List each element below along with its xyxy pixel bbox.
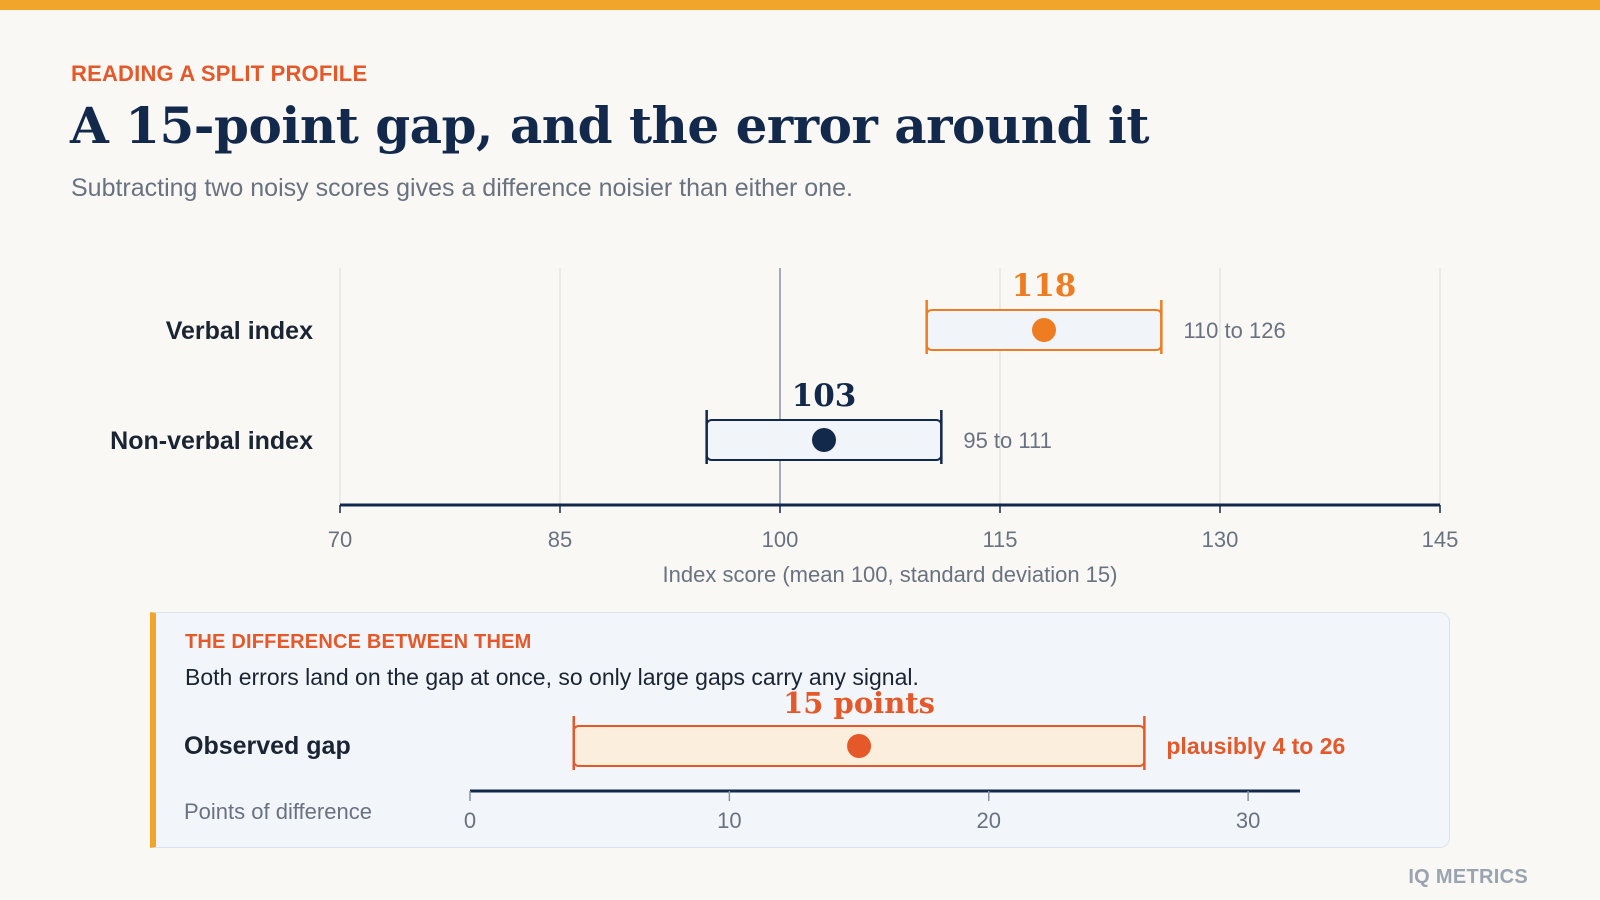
point-estimate xyxy=(812,428,836,452)
panel-body-text: Both errors land on the gap at once, so … xyxy=(185,664,919,690)
range-label: 95 to 111 xyxy=(963,428,1051,453)
diff-tick-label: 0 xyxy=(464,808,476,833)
panel-eyebrow: THE DIFFERENCE BETWEEN THEM xyxy=(185,631,532,653)
gap-row-label: Observed gap xyxy=(184,732,351,760)
diff-tick-label: 10 xyxy=(717,808,741,833)
x-tick-label: 85 xyxy=(548,527,572,552)
diff-tick-label: 30 xyxy=(1236,808,1260,833)
diff-tick-label: 20 xyxy=(977,808,1001,833)
gap-value-label: 15 points xyxy=(783,686,935,720)
page-title: A 15-point gap, and the error around it xyxy=(70,96,1149,155)
page-subtitle: Subtracting two noisy scores gives a dif… xyxy=(71,174,853,202)
value-label: 103 xyxy=(792,378,857,414)
point-estimate xyxy=(1032,318,1056,342)
eyebrow-label: READING A SPLIT PROFILE xyxy=(71,61,368,86)
range-label: 110 to 126 xyxy=(1183,318,1285,343)
brand-label: IQ METRICS xyxy=(1408,866,1528,888)
diff-axis-title: Points of difference xyxy=(184,799,372,824)
x-tick-label: 130 xyxy=(1202,527,1239,552)
gap-range-label: plausibly 4 to 26 xyxy=(1166,733,1345,759)
x-axis-title: Index score (mean 100, standard deviatio… xyxy=(663,562,1118,587)
value-label: 118 xyxy=(1012,268,1077,304)
x-tick-label: 115 xyxy=(982,527,1017,552)
gap-point-estimate xyxy=(847,734,872,758)
row-label: Verbal index xyxy=(166,317,313,345)
x-tick-label: 145 xyxy=(1422,527,1459,552)
x-tick-label: 100 xyxy=(762,527,799,552)
top-accent-bar xyxy=(0,0,1600,10)
row-label: Non-verbal index xyxy=(110,427,313,455)
x-tick-label: 70 xyxy=(328,527,352,552)
